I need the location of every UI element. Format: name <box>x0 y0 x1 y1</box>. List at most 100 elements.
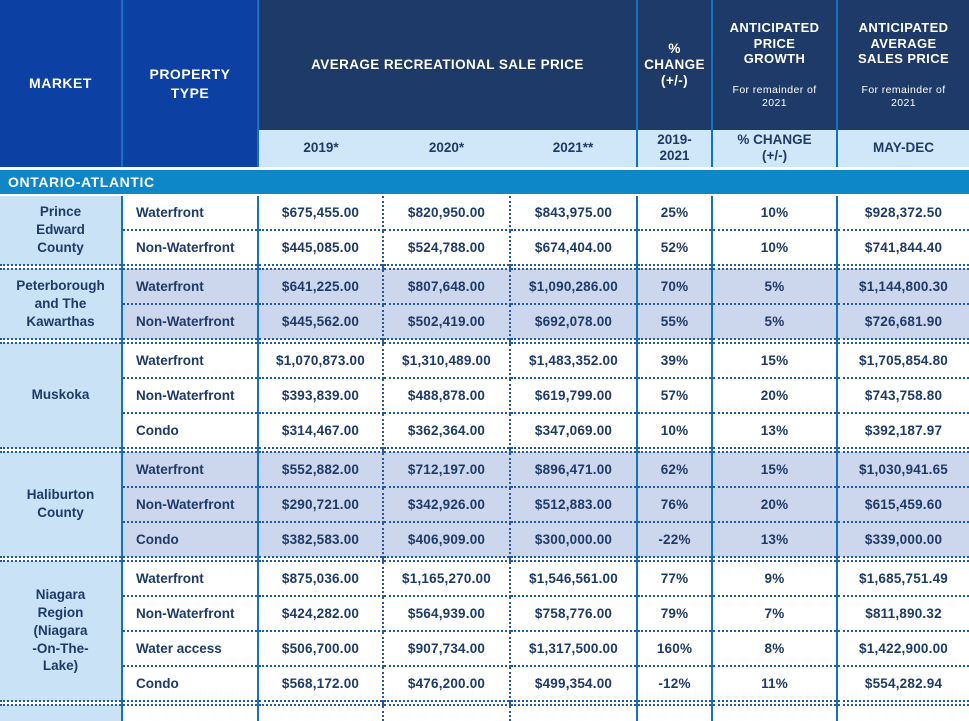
filler-cell <box>837 704 969 721</box>
price-2020-cell: $406,909.00 <box>383 521 511 557</box>
pct-change-cell: -12% <box>637 665 714 701</box>
filler-cell <box>637 555 714 562</box>
price-2020-cell: $362,364.00 <box>383 412 511 448</box>
filler-cell <box>712 337 839 344</box>
filler-cell <box>837 699 969 706</box>
header-row-sub: 2019* 2020* 2021** 2019- 2021 % CHANGE (… <box>0 129 969 169</box>
cutoff-row <box>0 704 969 721</box>
table-header: MARKET PROPERTY TYPE AVERAGE RECREATIONA… <box>0 0 969 169</box>
market-cell: Peterborough and The Kawarthas <box>0 268 123 339</box>
filler-cell <box>837 263 969 270</box>
table-row: Water access $506,700.00 $907,734.00 $1,317… <box>0 630 969 667</box>
price-2019-cell: $445,085.00 <box>258 229 384 265</box>
price-2020-cell: $524,788.00 <box>383 229 511 265</box>
filler-cell <box>837 446 969 453</box>
filler-cell <box>510 704 639 721</box>
property-type-cell: Non-Waterfront <box>122 229 259 265</box>
price-2019-cell: $641,225.00 <box>258 268 384 305</box>
filler-cell <box>383 337 511 344</box>
anticipated-avg-price-cell: $554,282.94 <box>837 665 969 701</box>
property-type-cell: Water access <box>122 630 259 667</box>
price-2019-cell: $424,282.00 <box>258 595 384 632</box>
filler-cell <box>122 446 259 453</box>
filler-cell <box>258 446 384 453</box>
price-2021-cell: $758,776.00 <box>510 595 639 632</box>
price-2021-cell: $512,883.00 <box>510 486 639 523</box>
price-2020-cell: $1,165,270.00 <box>383 560 511 597</box>
table-row: Peterborough and The Kawarthas Waterfront… <box>0 268 969 339</box>
filler-cell <box>0 337 123 344</box>
filler-cell <box>122 337 259 344</box>
filler-cell <box>510 555 639 562</box>
group-separator <box>0 699 969 706</box>
price-2019-cell: $290,721.00 <box>258 486 384 523</box>
pct-change-cell: -22% <box>637 521 714 557</box>
anticipated-growth-cell: 11% <box>712 665 839 701</box>
filler-cell <box>637 446 714 453</box>
price-2020-cell: $564,939.00 <box>383 595 511 632</box>
col-header-anticipated-price-growth: ANTICIPATED PRICE GROWTH For remainder o… <box>712 0 839 130</box>
pct-change-cell: 70% <box>637 268 714 305</box>
price-2019-cell: $552,882.00 <box>258 451 384 488</box>
price-2021-cell: $619,799.00 <box>510 377 639 414</box>
price-2020-cell: $807,648.00 <box>383 268 511 305</box>
anticipated-growth-cell: 13% <box>712 412 839 448</box>
price-2021-cell: $499,354.00 <box>510 665 639 701</box>
col-header-pct-change: % CHANGE (+/-) <box>637 0 714 130</box>
anticipated-growth-cell: 15% <box>712 342 839 379</box>
property-type-cell: Non-Waterfront <box>122 595 259 632</box>
property-type-cell: Condo <box>122 412 259 448</box>
filler-cell <box>122 555 259 562</box>
group-separator <box>0 337 969 344</box>
subheader-2021: 2021** <box>510 129 639 169</box>
anticipated-avg-price-cell: $1,422,900.00 <box>837 630 969 667</box>
price-2019-cell: $1,070,873.00 <box>258 342 384 379</box>
price-2021-cell: $1,090,286.00 <box>510 268 639 305</box>
filler-cell <box>383 263 511 270</box>
filler-cell <box>383 446 511 453</box>
price-2020-cell: $1,310,489.00 <box>383 342 511 379</box>
property-type-cell: Waterfront <box>122 268 259 305</box>
price-2019-cell: $382,583.00 <box>258 521 384 557</box>
price-2021-cell: $674,404.00 <box>510 229 639 265</box>
property-type-cell: Waterfront <box>122 342 259 379</box>
filler-cell <box>712 555 839 562</box>
anticipated-avg-price-cell: $339,000.00 <box>837 521 969 557</box>
anticipated-sales-title: ANTICIPATED AVERAGE SALES PRICE <box>857 20 950 66</box>
anticipated-avg-price-cell: $392,187.97 <box>837 412 969 448</box>
filler-cell <box>258 337 384 344</box>
anticipated-avg-price-cell: $726,681.90 <box>837 303 969 339</box>
price-2020-cell: $820,950.00 <box>383 194 511 231</box>
price-2020-cell: $476,200.00 <box>383 665 511 701</box>
table-row: Non-Waterfront $424,282.00 $564,939.00 $758… <box>0 595 969 632</box>
col-header-avg-recreational-sale-price: AVERAGE RECREATIONAL SALE PRICE <box>258 0 639 130</box>
property-type-cell: Non-Waterfront <box>122 486 259 523</box>
pct-change-cell: 62% <box>637 451 714 488</box>
anticipated-avg-price-cell: $1,144,800.30 <box>837 268 969 305</box>
filler-cell <box>0 263 123 270</box>
anticipated-avg-price-cell: $811,890.32 <box>837 595 969 632</box>
filler-cell <box>0 555 123 562</box>
price-2019-cell: $506,700.00 <box>258 630 384 667</box>
table-row: Haliburton County Waterfront $552,882.00 $7… <box>0 451 969 557</box>
filler-cell <box>712 446 839 453</box>
filler-cell <box>383 555 511 562</box>
filler-cell <box>122 263 259 270</box>
price-2021-cell: $692,078.00 <box>510 303 639 339</box>
table-row: Condo $314,467.00 $362,364.00 $347,069.00 10… <box>0 412 969 448</box>
table-row: Non-Waterfront $445,085.00 $524,788.00 $674… <box>0 229 969 265</box>
filler-cell <box>0 446 123 453</box>
table-row: Non-Waterfront $393,839.00 $488,878.00 $619… <box>0 377 969 414</box>
pct-change-cell: 39% <box>637 342 714 379</box>
filler-cell <box>510 337 639 344</box>
property-type-cell: Waterfront <box>122 194 259 231</box>
anticipated-growth-cell: 13% <box>712 521 839 557</box>
property-type-cell: Non-Waterfront <box>122 377 259 414</box>
table-row: Niagara Region (Niagara -On-The- Lake) Wa… <box>0 560 969 701</box>
anticipated-avg-price-cell: $741,844.40 <box>837 229 969 265</box>
subheader-2019: 2019* <box>258 129 383 169</box>
section-header-row: ONTARIO-ATLANTIC <box>0 167 969 196</box>
anticipated-growth-title: ANTICIPATED PRICE GROWTH <box>729 20 820 66</box>
price-2019-cell: $568,172.00 <box>258 665 384 701</box>
market-cell: Haliburton County <box>0 451 123 557</box>
